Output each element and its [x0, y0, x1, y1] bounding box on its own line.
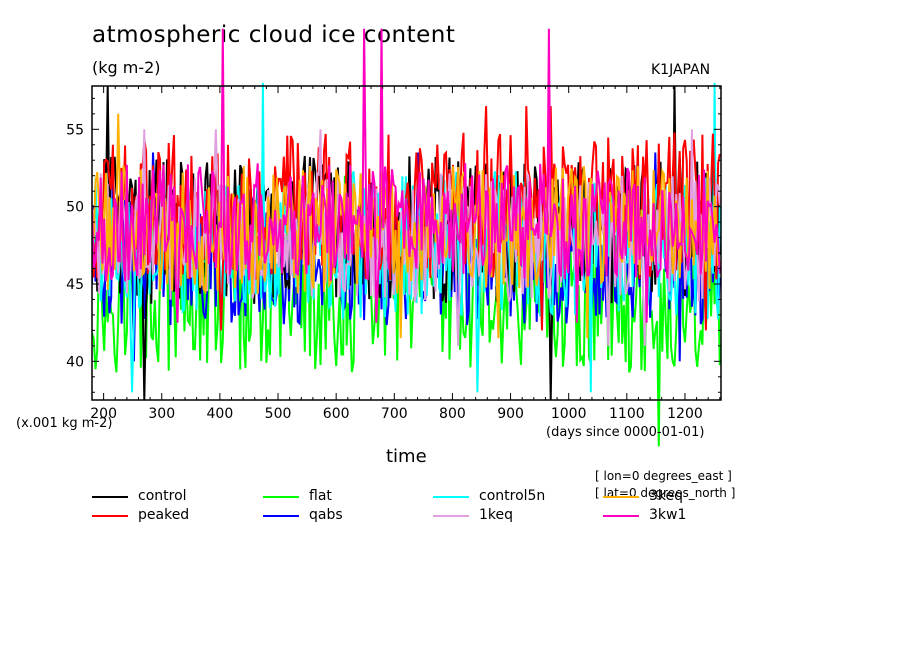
legend-swatch	[92, 496, 128, 498]
x-tick-label: 1000	[551, 406, 587, 422]
x-tick-label: 400	[207, 406, 234, 422]
legend-swatch	[263, 515, 299, 517]
legend-swatch	[603, 515, 639, 517]
run-label: K1JAPAN	[651, 62, 711, 78]
legend-swatch	[603, 496, 639, 498]
y-tick-label: 50	[66, 200, 84, 216]
chart-title: atmospheric cloud ice content	[92, 22, 456, 48]
legend-label: 1keq	[479, 507, 514, 523]
legend-label: qabs	[309, 507, 343, 523]
x-tick-label: 900	[497, 406, 524, 422]
x-unit-label: (days since 0000-01-01)	[546, 425, 705, 440]
y-unit-label: (x.001 kg m-2)	[16, 416, 113, 431]
chart-subtitle: (kg m-2)	[92, 58, 161, 77]
legend-swatch	[433, 496, 469, 498]
y-tick-label: 40	[66, 354, 84, 370]
legend-label: 3kw1	[649, 507, 687, 523]
x-tick-label: 200	[90, 406, 117, 422]
y-tick-label: 45	[66, 277, 84, 293]
legend-label: control	[138, 488, 187, 504]
lon-note: [ lon=0 degrees_east ]	[595, 469, 732, 483]
legend-label: control5n	[479, 488, 546, 504]
x-tick-label: 700	[381, 406, 408, 422]
plot-frame	[91, 85, 722, 401]
x-tick-label: 500	[265, 406, 292, 422]
series-line-3kw1	[92, 28, 721, 323]
x-tick-label: 300	[148, 406, 175, 422]
legend-swatch	[433, 515, 469, 517]
legend-label: flat	[309, 488, 332, 504]
legend-label: peaked	[138, 507, 190, 523]
x-tick-label: 600	[323, 406, 350, 422]
x-tick-label: 800	[439, 406, 466, 422]
legend-label: 3keq	[649, 488, 684, 504]
x-tick-label: 1100	[609, 406, 645, 422]
y-tick-label: 55	[66, 122, 84, 138]
x-axis-label: time	[386, 446, 427, 467]
legend-swatch	[92, 515, 128, 517]
x-tick-label: 1200	[667, 406, 703, 422]
legend-swatch	[263, 496, 299, 498]
